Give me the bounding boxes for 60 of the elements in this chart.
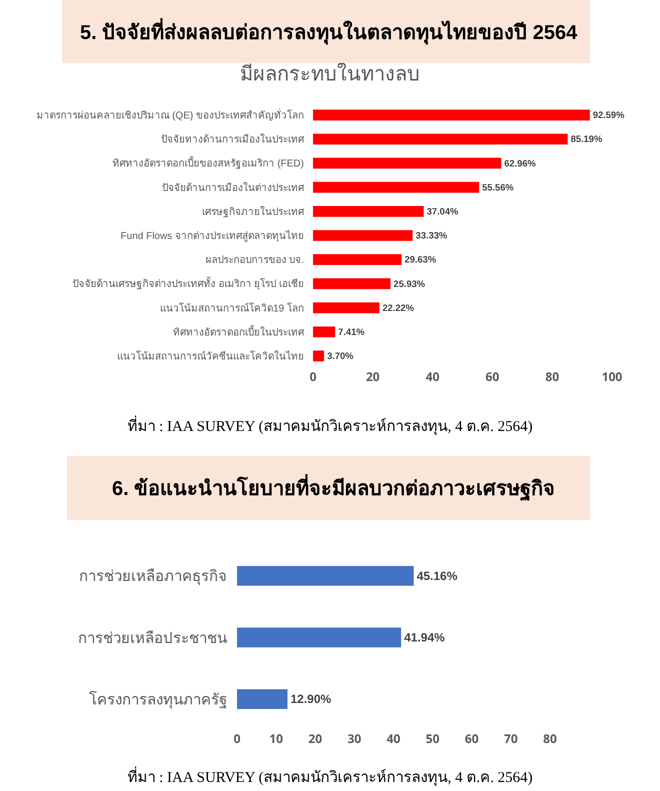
x-tick-label: 60 (464, 730, 479, 747)
data-label: 55.56% (482, 182, 514, 192)
x-tick-label: 80 (543, 730, 557, 747)
data-label: 33.33% (416, 230, 448, 241)
data-label: 29.63% (404, 254, 436, 265)
data-label: 85.19% (570, 134, 602, 144)
y-tick-label: ผลประกอบการของ บจ. (205, 255, 304, 266)
x-tick-label: 80 (545, 368, 560, 385)
x-tick-label: 60 (486, 368, 500, 385)
x-tick-label: 30 (348, 730, 362, 747)
bar (313, 302, 380, 314)
bar (313, 254, 402, 266)
bar (313, 110, 590, 120)
text: ที่มา : IAA SURVEY (สมาคมนักวิเคราะห์การลงทุน, 4 ต.ค. 2564) (126, 766, 534, 788)
bar (313, 206, 424, 217)
y-tick-label: แนวโน้มสถานการณ์วัคซีนและโควิดในไทย (117, 349, 304, 362)
bar (237, 566, 414, 586)
x-tick-label: 10 (269, 730, 284, 747)
y-tick-label: เศรษฐกิจภายในประเทศ (202, 206, 305, 218)
bar (237, 689, 288, 710)
x-tick-label: 100 (602, 368, 622, 385)
bar (313, 182, 480, 193)
x-tick-label: 40 (426, 368, 440, 385)
x-tick-label: 20 (308, 730, 322, 747)
y-tick-label: โครงการลงทุนภาครัฐ (89, 690, 227, 710)
data-label: 62.96% (504, 158, 536, 168)
y-tick-label: แนวโน้มสถานการณ์โควิด19 โลก (160, 301, 304, 314)
y-tick-label: ปัจจัยด้านการเมืองในต่างประเทศ (162, 182, 305, 194)
y-tick-label: ทิศทางอัตราดอกเบี้ยในประเทศ (173, 324, 305, 338)
bar (313, 278, 391, 290)
data-label: 22.22% (382, 302, 414, 313)
bar (313, 134, 568, 145)
x-tick-label: 40 (386, 730, 400, 747)
y-tick-label: การช่วยเหลือภาคธุรกิจ (79, 568, 227, 586)
data-label: 12.90% (290, 692, 332, 706)
data-label: 37.04% (426, 206, 458, 217)
data-label: 41.94% (404, 630, 446, 644)
y-tick-label: มาตรการผ่อนคลายเชิงปริมาณ (QE) ของประเทศสำคัญทั่วโลก (36, 108, 304, 122)
chart-title: 6. ข้อแนะนำนโยบายที่จะมีผลบวกต่อภาวะเศรษฐกิจ (67, 456, 590, 520)
bar (313, 326, 336, 338)
y-tick-label: ปัจจัยด้านเศรษฐกิจต่างประเทศทั้ง อเมริกา ยุโรป เอเชีย (72, 276, 304, 290)
data-label: 3.70% (327, 351, 354, 362)
text: ที่มา : IAA SURVEY (สมาคมนักวิเคราะห์การลงทุน, 4 ต.ค. 2564) (126, 414, 534, 438)
x-tick-label: 50 (426, 730, 440, 747)
y-tick-label: Fund Flows จากต่างประเทศสู่ตลาดทุนไทย (120, 230, 304, 242)
data-label: 45.16% (416, 568, 458, 583)
bar (313, 350, 324, 362)
bar (237, 628, 402, 648)
x-tick-label: 70 (504, 730, 518, 747)
x-tick-label: 0 (310, 368, 317, 385)
bar (313, 158, 502, 169)
y-tick-label: ทิศทางอัตราดอกเบี้ยของสหรัฐอเมริกา (FED) (112, 156, 304, 170)
x-tick-label: 0 (234, 730, 241, 747)
data-label: 92.59% (592, 110, 624, 120)
bar (313, 230, 413, 241)
y-tick-label: ปัจจัยทางด้านการเมืองในประเทศ (161, 134, 305, 146)
data-label: 25.93% (394, 278, 426, 289)
data-label: 7.41% (338, 326, 364, 337)
y-tick-label: การช่วยเหลือประชาชน (78, 630, 227, 647)
x-tick-label: 20 (366, 368, 380, 385)
